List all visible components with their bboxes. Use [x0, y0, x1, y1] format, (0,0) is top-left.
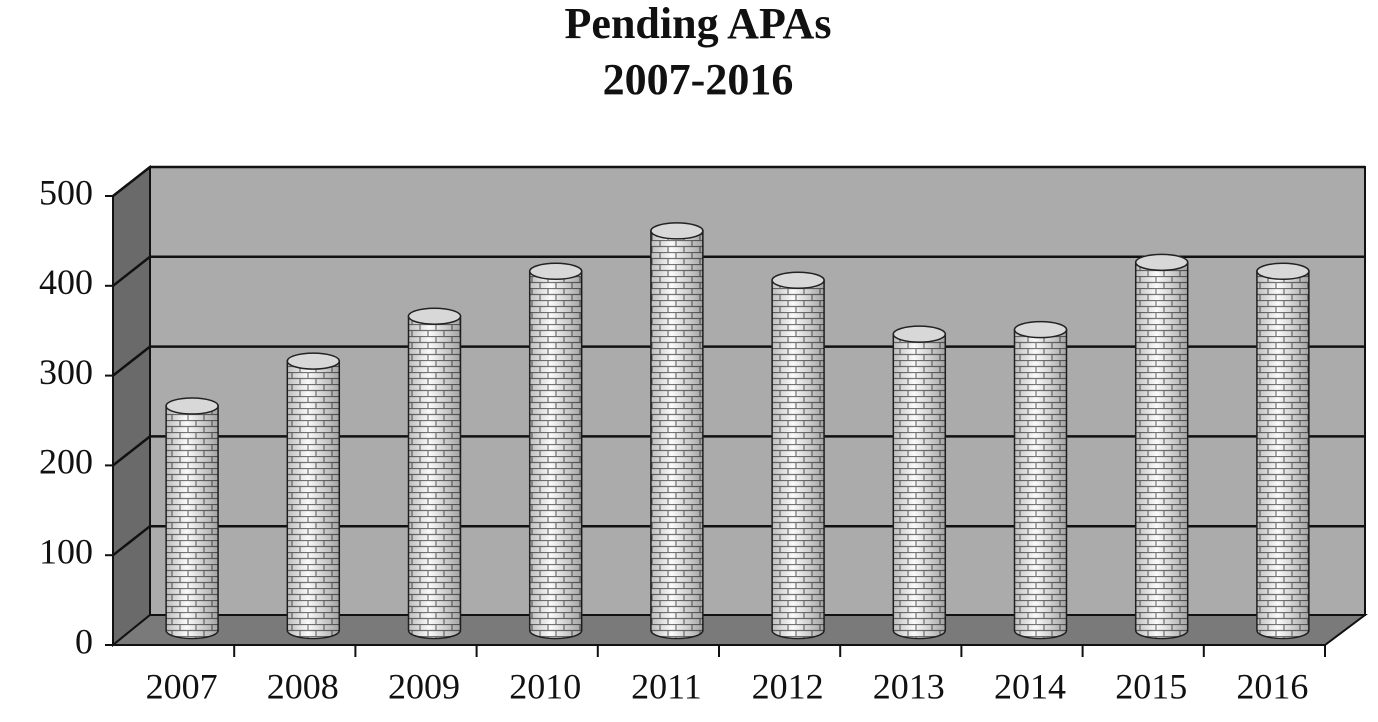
bar [771, 271, 825, 640]
y-tick-label: 100 [39, 531, 93, 571]
grid-line [112, 165, 1365, 197]
y-tick-label: 500 [39, 172, 93, 212]
bar-shade [893, 334, 946, 639]
x-tick-label: 2014 [994, 666, 1066, 706]
bar-shade [1135, 262, 1188, 639]
y-tick-label: 300 [39, 352, 93, 392]
bar-top [165, 397, 219, 415]
bar-top [771, 271, 825, 290]
bar-top [286, 352, 341, 370]
bar-top [407, 307, 462, 325]
grid-line [112, 435, 1365, 467]
grid-line [112, 524, 1365, 557]
bar-shade [287, 361, 340, 639]
bar-shade [650, 230, 703, 639]
x-tick-label: 2016 [1236, 666, 1308, 706]
bar-shade [529, 271, 582, 639]
side-wall [112, 164, 151, 648]
bar-top [1013, 320, 1068, 339]
bar-top [1256, 262, 1310, 281]
bar-shade [166, 406, 219, 639]
bar-shade [1256, 271, 1309, 639]
x-tick-label: 2009 [388, 666, 460, 706]
bar-shade [772, 280, 825, 639]
bar [1013, 320, 1068, 640]
grid-line [112, 255, 1365, 287]
grid-line [112, 345, 1365, 377]
bar [892, 325, 947, 640]
bar-top [892, 325, 947, 343]
chart-subtitle: 2007-2016 [603, 55, 794, 104]
y-tick-label: 0 [75, 621, 93, 661]
bar [1256, 262, 1310, 640]
bar [165, 397, 219, 640]
x-tick-label: 2010 [509, 666, 581, 706]
x-tick-label: 2012 [752, 666, 824, 706]
bar-shade [408, 316, 461, 639]
bar-shade [1014, 329, 1067, 639]
bar-top [1134, 253, 1189, 272]
bar [286, 352, 341, 640]
bar [1134, 253, 1189, 640]
x-tick-label: 2007 [146, 666, 218, 706]
y-tick-label: 200 [39, 442, 93, 482]
bar [528, 262, 583, 640]
x-tick-label: 2013 [873, 666, 945, 706]
bar [407, 307, 462, 640]
bar [650, 222, 704, 640]
y-tick-label: 400 [39, 262, 93, 302]
bar-top [650, 222, 704, 240]
x-tick-label: 2011 [631, 666, 702, 706]
x-tick-label: 2015 [1115, 666, 1187, 706]
bar-top [528, 262, 583, 281]
chart-title: Pending APAs [565, 0, 832, 48]
x-tick-label: 2008 [267, 666, 339, 706]
